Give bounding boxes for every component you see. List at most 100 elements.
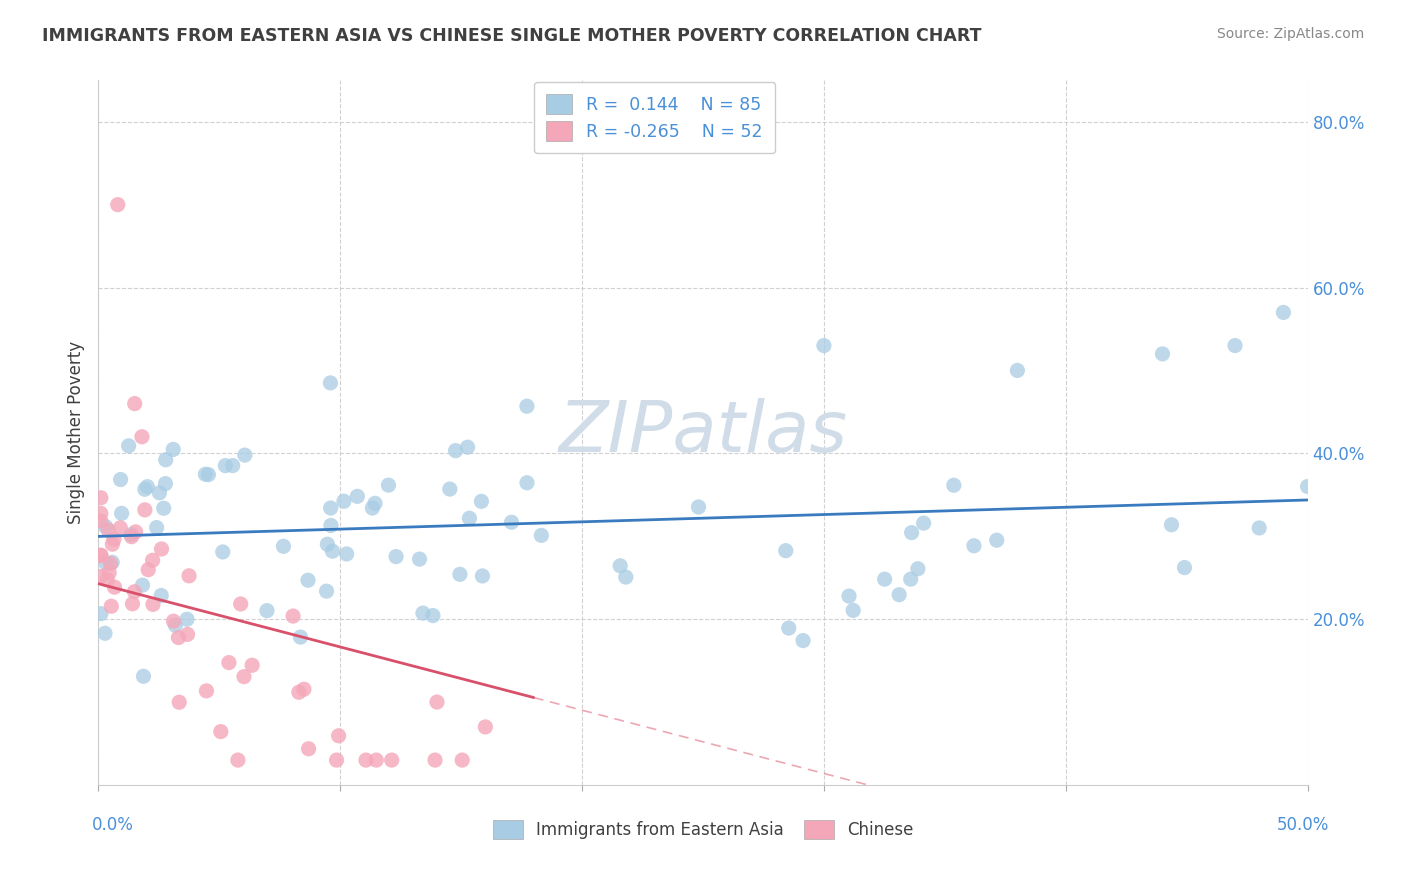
Point — [142, 598, 165, 612]
Point — [150, 589, 173, 603]
Point — [900, 525, 922, 540]
Point — [214, 458, 236, 473]
Point — [94, 519, 117, 533]
Point — [90, 549, 112, 563]
Point — [107, 197, 129, 211]
Point — [121, 597, 143, 611]
Point — [124, 524, 146, 539]
Point — [177, 569, 200, 583]
Point — [423, 753, 446, 767]
Point — [1152, 347, 1174, 361]
Point — [256, 604, 278, 618]
Point — [813, 338, 835, 352]
Point — [176, 612, 198, 626]
Point — [366, 753, 388, 767]
Point — [873, 572, 896, 586]
Point — [194, 467, 217, 482]
Point — [321, 544, 343, 558]
Text: 50.0%: 50.0% — [1277, 816, 1329, 834]
Point — [516, 475, 538, 490]
Point — [162, 614, 184, 628]
Point — [131, 578, 153, 592]
Point — [110, 521, 132, 535]
Point — [281, 609, 304, 624]
Point — [315, 584, 337, 599]
Point — [96, 573, 118, 587]
Point — [516, 399, 538, 413]
Point — [1160, 517, 1182, 532]
Point — [132, 669, 155, 683]
Point — [609, 558, 631, 573]
Point — [474, 720, 496, 734]
Text: ZIPatlas: ZIPatlas — [558, 398, 848, 467]
Text: IMMIGRANTS FROM EASTERN ASIA VS CHINESE SINGLE MOTHER POVERTY CORRELATION CHART: IMMIGRANTS FROM EASTERN ASIA VS CHINESE … — [42, 27, 981, 45]
Point — [290, 630, 312, 644]
Point — [942, 478, 965, 492]
Point — [900, 572, 922, 586]
Point — [221, 458, 243, 473]
Point — [361, 501, 384, 516]
Point — [118, 439, 141, 453]
Point — [90, 514, 112, 528]
Point — [319, 376, 342, 390]
Legend: Immigrants from Eastern Asia, Chinese: Immigrants from Eastern Asia, Chinese — [484, 811, 922, 847]
Point — [297, 573, 319, 587]
Point — [162, 442, 184, 457]
Point — [422, 608, 444, 623]
Point — [94, 557, 117, 571]
Point — [145, 520, 167, 534]
Point — [131, 430, 153, 444]
Point — [101, 537, 124, 551]
Point — [124, 396, 146, 410]
Point — [273, 539, 295, 553]
Point — [471, 569, 494, 583]
Point — [120, 527, 142, 541]
Point — [98, 566, 121, 580]
Point — [458, 511, 481, 525]
Point — [103, 580, 125, 594]
Point — [470, 494, 492, 508]
Point — [195, 684, 218, 698]
Point — [778, 621, 800, 635]
Point — [792, 633, 814, 648]
Point — [110, 473, 132, 487]
Point — [449, 567, 471, 582]
Point — [963, 539, 986, 553]
Point — [167, 631, 190, 645]
Point — [333, 494, 356, 508]
Point — [1007, 363, 1029, 377]
Point — [530, 528, 553, 542]
Point — [889, 588, 911, 602]
Point — [229, 597, 252, 611]
Point — [100, 557, 122, 571]
Point — [121, 530, 143, 544]
Point — [325, 753, 347, 767]
Point — [346, 489, 368, 503]
Point — [1272, 305, 1295, 319]
Text: 0.0%: 0.0% — [91, 816, 134, 834]
Point — [838, 589, 860, 603]
Point — [136, 563, 159, 577]
Point — [354, 753, 377, 767]
Point — [444, 443, 467, 458]
Point — [90, 569, 112, 583]
Point — [912, 516, 935, 530]
Point — [155, 476, 177, 491]
Point — [233, 448, 256, 462]
Point — [501, 515, 523, 529]
Point — [90, 548, 112, 562]
Point — [152, 501, 174, 516]
Point — [100, 599, 122, 614]
Point — [209, 724, 232, 739]
Text: Source: ZipAtlas.com: Source: ZipAtlas.com — [1216, 27, 1364, 41]
Point — [385, 549, 408, 564]
Point — [688, 500, 710, 514]
Point — [90, 491, 112, 505]
Point — [211, 545, 233, 559]
Point — [297, 741, 319, 756]
Point — [412, 606, 434, 620]
Point — [364, 496, 387, 510]
Point — [134, 503, 156, 517]
Point — [101, 555, 124, 569]
Point — [240, 658, 263, 673]
